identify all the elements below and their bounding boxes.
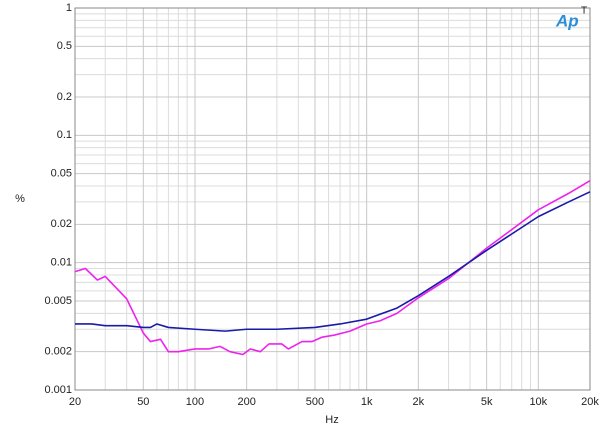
logo: Ap — [555, 11, 579, 30]
data-line — [74, 180, 591, 356]
x-tick-label: 2k — [413, 396, 425, 408]
y-tick-label: 0.2 — [57, 91, 72, 103]
y-tick-label: 0.05 — [51, 168, 72, 180]
x-tick-label: 1k — [361, 396, 373, 408]
y-tick-label: 0.02 — [51, 218, 72, 230]
y-axis-label: % — [15, 193, 25, 205]
x-axis-label: Hz — [325, 414, 338, 426]
y-tick-label: 0.001 — [44, 384, 72, 396]
plot-frame — [74, 7, 591, 391]
y-tick-label: 0.01 — [51, 257, 72, 269]
y-tick-label: 1 — [66, 2, 72, 14]
y-tick-label: 0.1 — [57, 129, 72, 141]
x-tick-label: 500 — [306, 396, 324, 408]
logo-mark: T — [581, 6, 587, 17]
x-tick-label: 10k — [529, 396, 547, 408]
y-tick-label: 0.005 — [44, 295, 72, 307]
x-tick-label: 20 — [69, 396, 81, 408]
data-line — [75, 191, 591, 332]
x-tick-label: 200 — [237, 396, 255, 408]
x-tick-label: 100 — [186, 396, 204, 408]
x-tick-label: 5k — [481, 396, 493, 408]
x-tick-label: 50 — [137, 396, 149, 408]
x-tick-label: 20k — [581, 396, 599, 408]
y-tick-label: 0.5 — [57, 40, 72, 52]
y-tick-label: 0.002 — [44, 346, 72, 358]
grid — [74, 7, 591, 391]
